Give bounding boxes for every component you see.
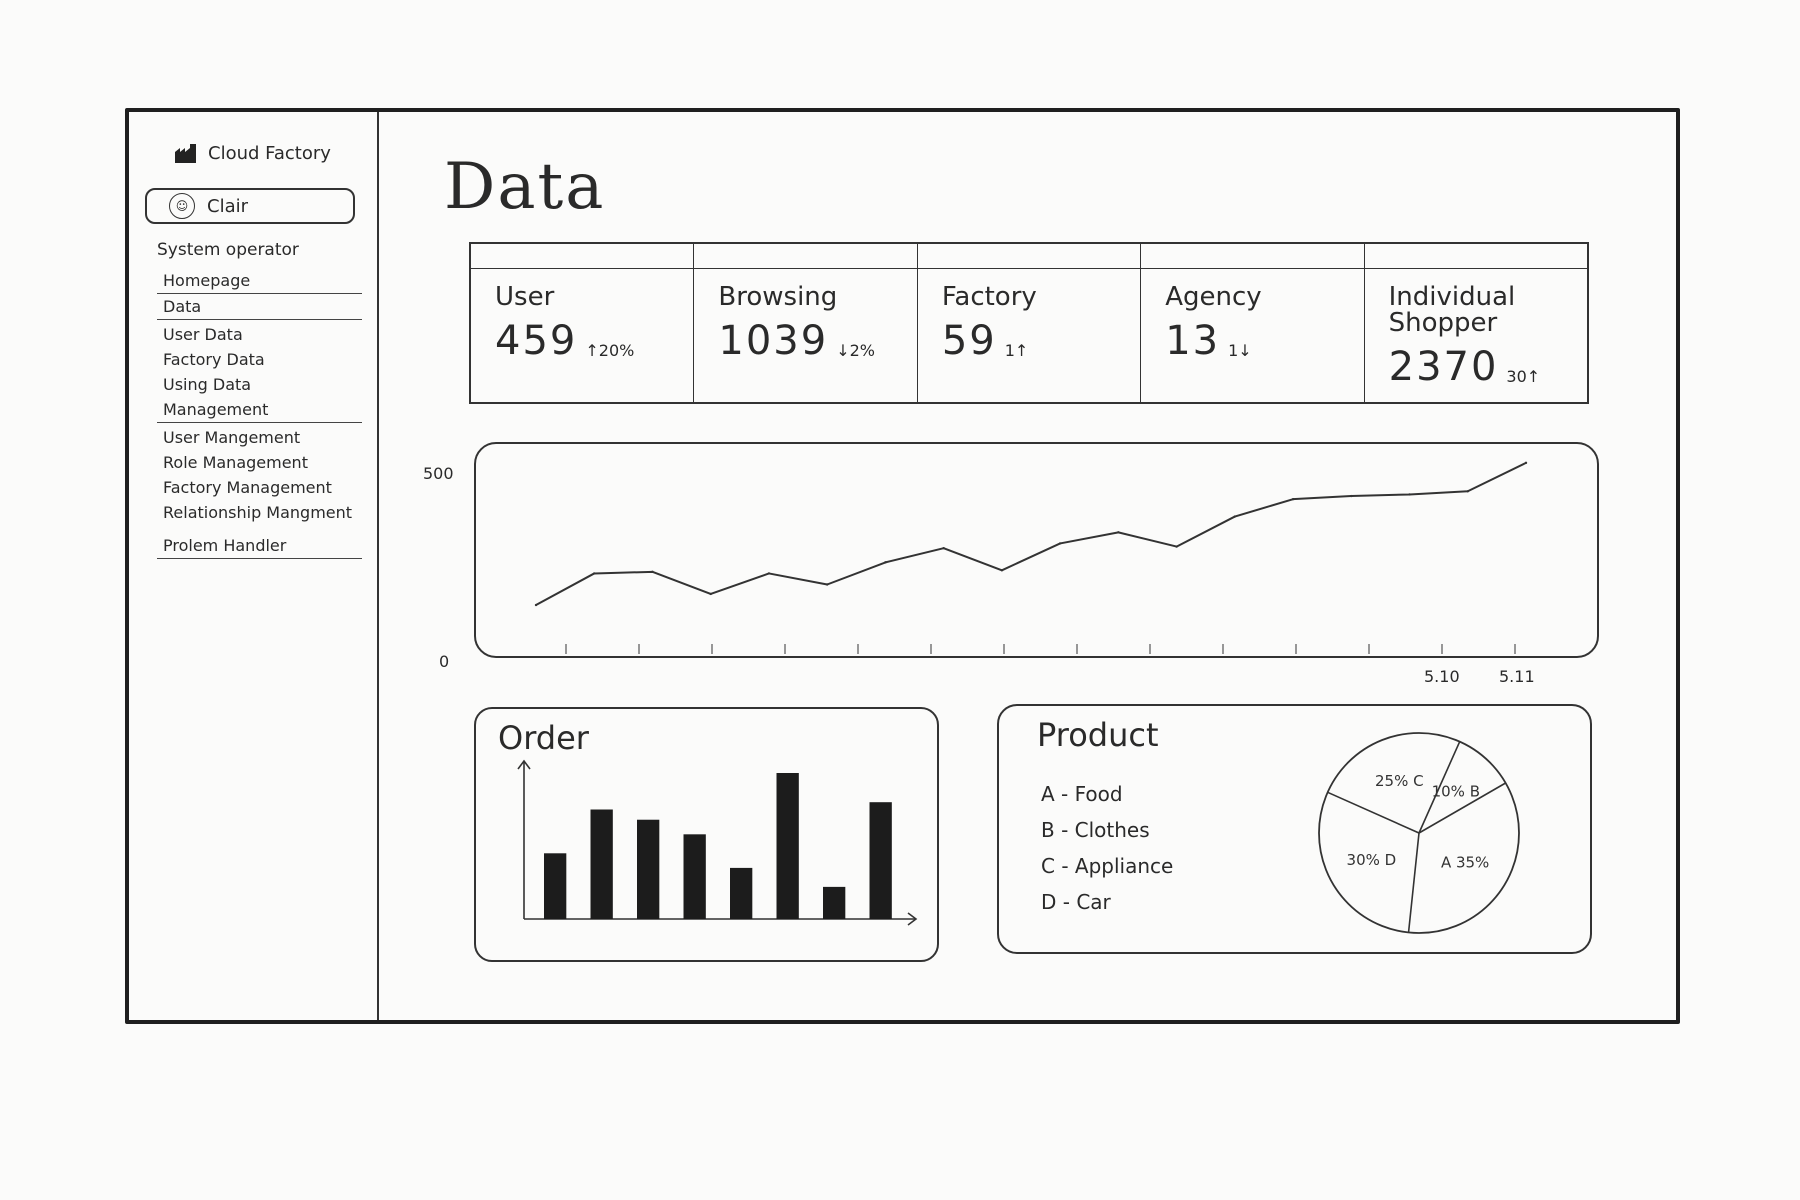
product-pie-chart: A 35% 30% D 25% C 10% B <box>1318 732 1520 934</box>
pie-slice-label: 30% D <box>1347 851 1397 869</box>
kpi-label: Individual Shopper <box>1388 282 1516 338</box>
pie-slice-label: 25% C <box>1375 772 1424 790</box>
kpi-value: 2370 <box>1388 344 1499 390</box>
kpi-delta: 1↓ <box>1228 341 1252 360</box>
trend-point <box>1000 569 1004 572</box>
trend-point <box>825 583 829 586</box>
x-axis-arrow-icon <box>907 912 918 926</box>
legend-item: C - Appliance <box>1041 854 1174 878</box>
product-chart-title: Product <box>1037 716 1159 754</box>
pie-divider <box>1418 782 1507 834</box>
kpi-value: 59 <box>941 318 997 364</box>
user-role: System operator <box>157 240 299 260</box>
page-title: Data <box>444 150 606 224</box>
user-profile-button[interactable]: ☺ Clair <box>145 188 355 224</box>
user-name: Clair <box>207 195 249 217</box>
trend-point <box>1466 490 1469 493</box>
order-bar <box>776 773 799 919</box>
trend-point <box>767 572 771 575</box>
kpi-value: 459 <box>495 318 578 364</box>
kpi-card-factory[interactable]: Factory 59 1↑ <box>918 244 1142 402</box>
trend-point <box>1350 494 1353 498</box>
order-bar <box>590 809 613 919</box>
trend-line-chart <box>474 442 1599 658</box>
sidebar-item-problem-handler[interactable]: Prolem Handler <box>157 533 362 559</box>
legend-item: A - Food <box>1041 782 1123 806</box>
sidebar-item-factory-management[interactable]: Factory Management <box>163 478 332 497</box>
order-chart-title: Order <box>498 719 589 757</box>
trend-point <box>942 546 945 550</box>
kpi-label: Factory <box>941 282 1037 312</box>
sidebar-item-user-data[interactable]: User Data <box>163 325 243 344</box>
x-tick-label: 5.11 <box>1499 667 1535 686</box>
order-bar <box>869 802 892 919</box>
sidebar-item-factory-data[interactable]: Factory Data <box>163 350 265 369</box>
kpi-delta: ↑20% <box>585 341 635 360</box>
avatar-icon: ☺ <box>169 193 195 219</box>
kpi-card-individual-shopper[interactable]: Individual Shopper 2370 30↑ <box>1365 244 1587 402</box>
kpi-label: Browsing <box>718 282 838 312</box>
app-window: Cloud Factory ☺ Clair System operator Ho… <box>125 108 1680 1024</box>
trend-point <box>1058 542 1062 545</box>
sidebar-section-data[interactable]: Data <box>157 294 362 320</box>
product-legend: A - Food B - Clothes C - Appliance D - C… <box>1041 776 1173 920</box>
legend-item: B - Clothes <box>1041 818 1150 842</box>
line-chart-svg <box>534 461 1528 654</box>
trend-point <box>884 561 887 564</box>
y-axis-arrow-icon <box>517 759 531 770</box>
order-bar <box>730 867 753 919</box>
trend-point <box>1291 497 1295 501</box>
order-bar-chart <box>517 759 918 926</box>
y-tick-label: 500 <box>423 464 454 483</box>
sidebar-item-user-management[interactable]: User Mangement <box>163 428 301 447</box>
pie-divider <box>1407 832 1420 933</box>
trend-point <box>1175 545 1178 548</box>
brand-name: Cloud Factory <box>208 142 331 164</box>
pie-outline <box>1318 732 1520 934</box>
trend-point <box>651 570 654 574</box>
sidebar-item-relationship-management[interactable]: Relationship Mangment <box>163 503 353 522</box>
trend-point <box>593 572 596 575</box>
kpi-value: 13 <box>1165 318 1221 364</box>
sidebar-item-using-data[interactable]: Using Data <box>163 375 252 394</box>
pie-divider <box>1418 741 1461 834</box>
factory-logo-icon <box>175 144 196 163</box>
trend-point <box>1117 531 1120 534</box>
sidebar-item-homepage[interactable]: Homepage <box>157 268 362 294</box>
kpi-delta: 1↑ <box>1004 341 1029 360</box>
y-tick-label: 0 <box>439 652 450 671</box>
x-tick-label: 5.10 <box>1424 667 1460 686</box>
kpi-value: 1039 <box>718 318 829 364</box>
kpi-delta: ↓2% <box>836 341 875 360</box>
kpi-delta: 30↑ <box>1506 367 1541 386</box>
order-chart-card: Order <box>474 707 939 962</box>
brand[interactable]: Cloud Factory <box>174 142 331 164</box>
order-bar <box>823 886 846 919</box>
trend-point <box>1233 515 1237 518</box>
pie-divider <box>1327 791 1420 834</box>
kpi-card-user[interactable]: User 459 ↑20% <box>471 244 695 402</box>
sidebar-item-role-management[interactable]: Role Management <box>163 453 308 472</box>
trend-point <box>1408 493 1411 496</box>
product-chart-card: Product A - Food B - Clothes C - Applian… <box>997 704 1592 954</box>
trend-series-line <box>535 461 1527 606</box>
sidebar-section-management[interactable]: Management <box>157 397 362 423</box>
kpi-card-agency[interactable]: Agency 13 1↓ <box>1141 244 1365 402</box>
trend-point <box>709 592 712 596</box>
sidebar: Cloud Factory ☺ Clair System operator Ho… <box>129 112 379 1020</box>
order-bar <box>683 834 706 919</box>
kpi-card-browsing[interactable]: Browsing 1039 ↓2% <box>694 244 918 402</box>
order-bar <box>544 853 567 919</box>
legend-item: D - Car <box>1041 890 1111 914</box>
trend-point <box>1524 461 1528 465</box>
order-bar <box>637 819 660 919</box>
kpi-label: Agency <box>1165 282 1262 312</box>
kpi-table: User 459 ↑20% Browsing 1039 ↓2% Factory … <box>469 242 1589 404</box>
pie-slice-label: A 35% <box>1441 853 1489 871</box>
trend-point <box>534 603 538 607</box>
kpi-label: User <box>495 282 555 312</box>
sidebar-nav: System operator Homepage Data User Data … <box>157 240 362 559</box>
pie-slice-label: 10% B <box>1432 783 1480 801</box>
